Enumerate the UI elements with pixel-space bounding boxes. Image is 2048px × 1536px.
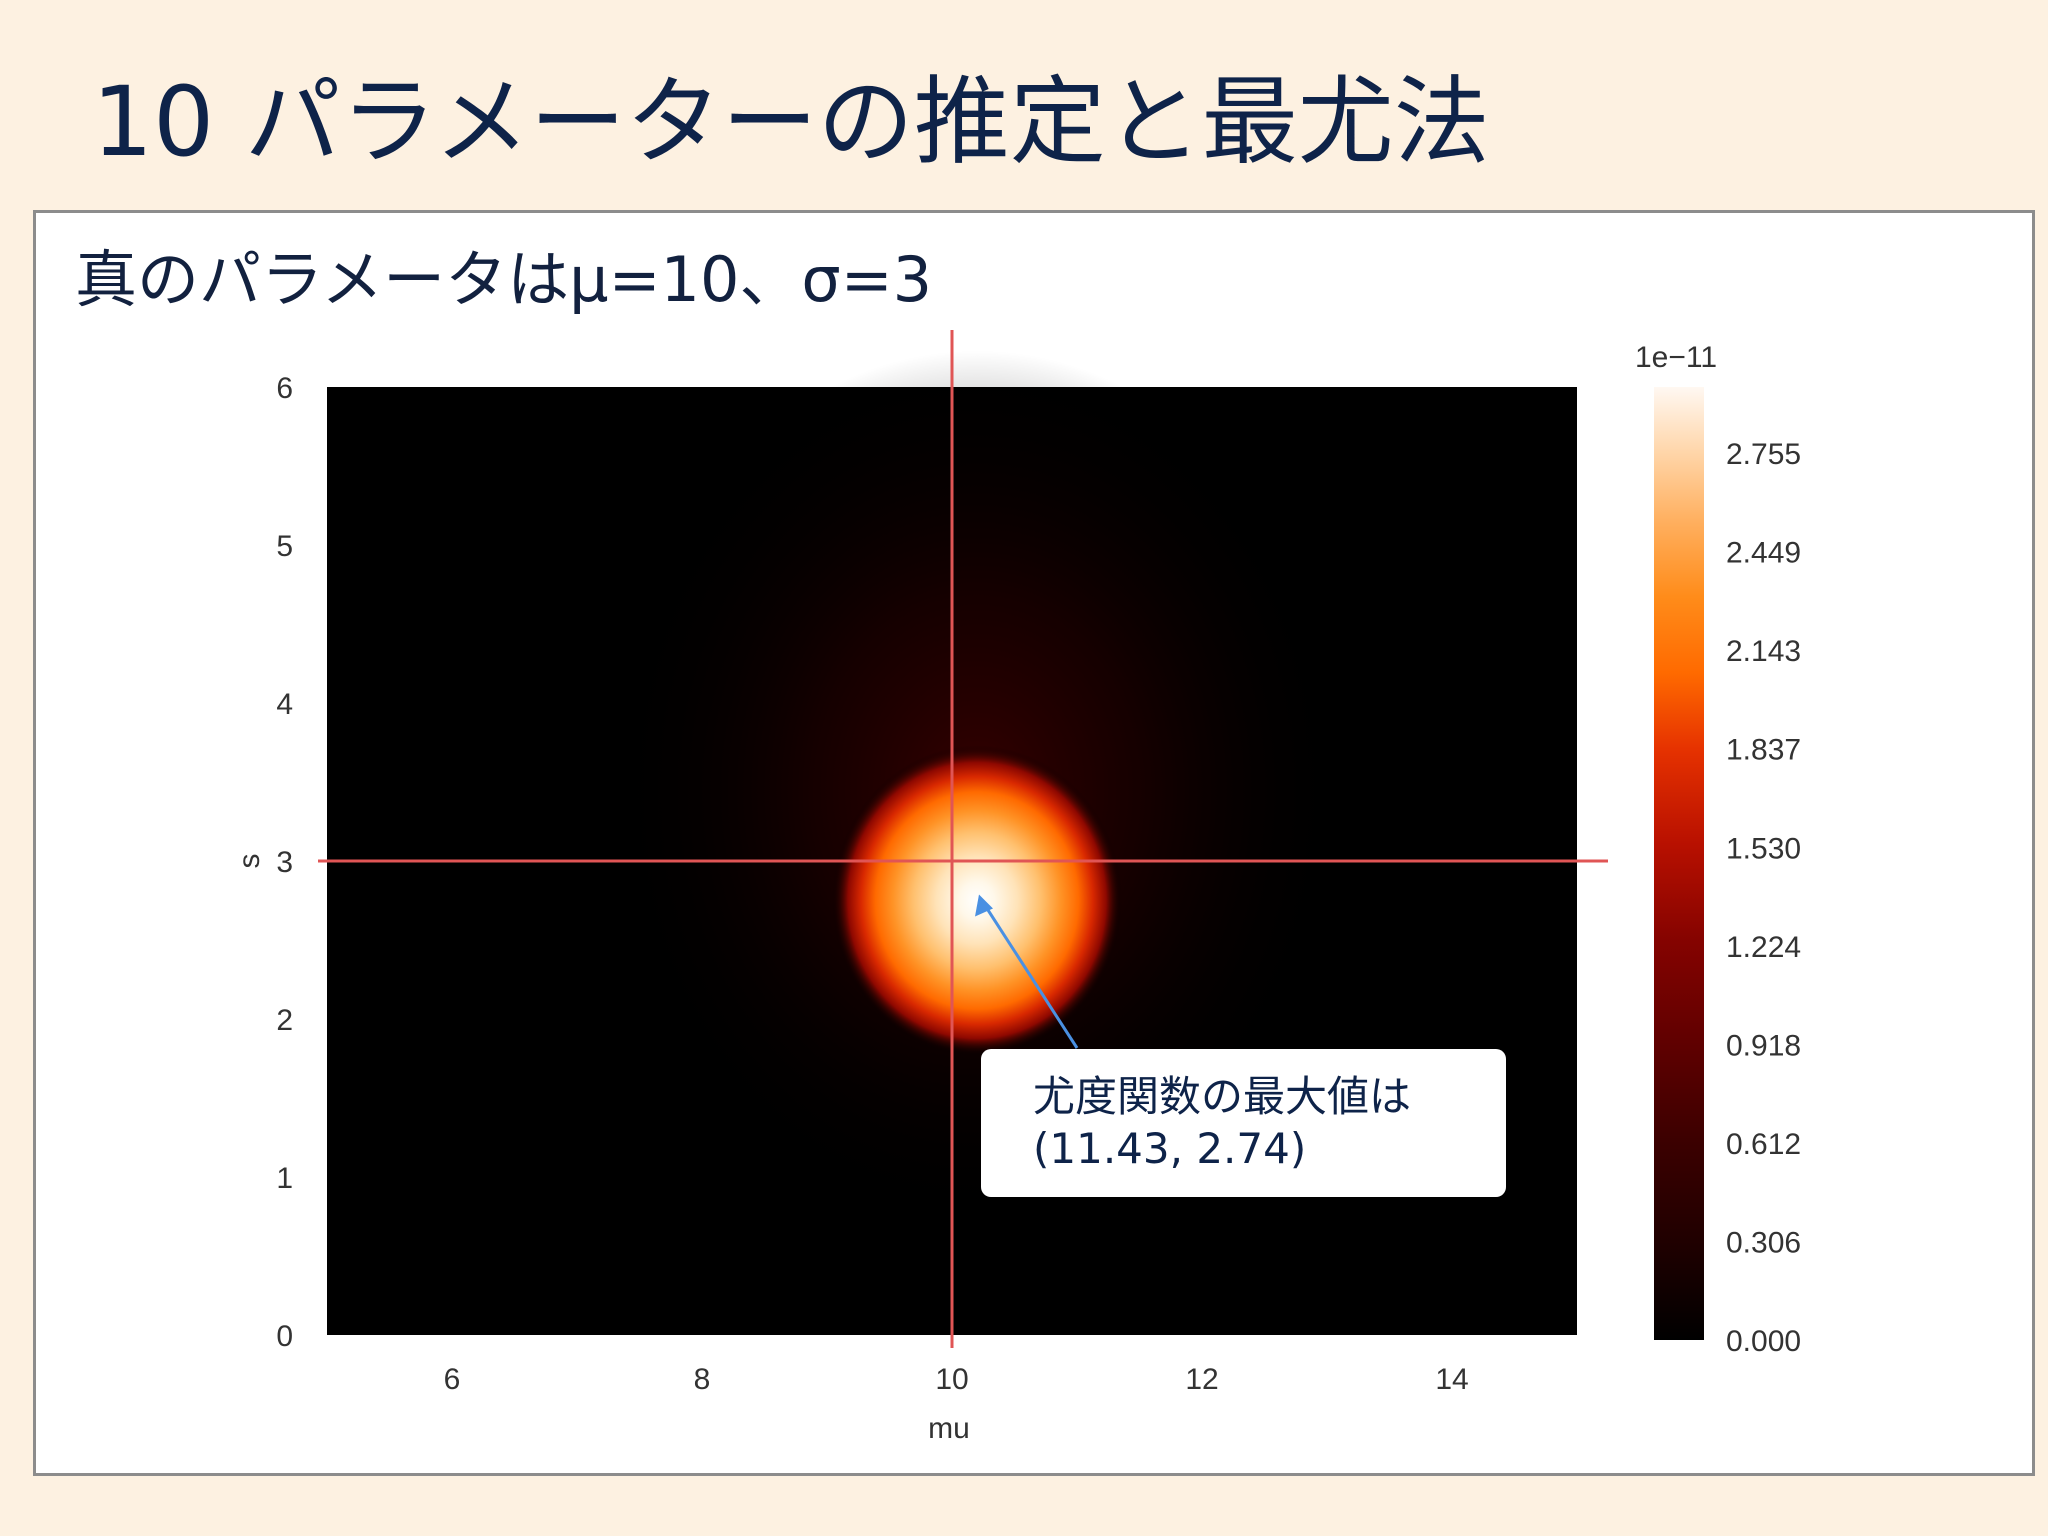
- y-tick-label: 0: [276, 1320, 293, 1353]
- x-tick-label: 8: [694, 1363, 711, 1396]
- slide-title: 10 パラメーターの推定と最尤法: [92, 66, 1490, 178]
- colorbar: 1e−11 0.000 0.306 0.612 0.918 1.224 1.530 1.837…: [1635, 341, 1801, 1358]
- y-tick-label: 5: [276, 530, 293, 563]
- y-tick-label: 4: [276, 688, 293, 721]
- y-tick-label: 2: [276, 1004, 293, 1037]
- x-tick-label: 14: [1435, 1363, 1468, 1396]
- colorbar-tick-label: 1.837: [1726, 734, 1801, 767]
- x-tick-label: 6: [444, 1363, 461, 1396]
- max-likelihood-callout: 尤度関数の最大値は (11.43, 2.74): [981, 1049, 1506, 1197]
- likelihood-peak: [832, 745, 1122, 1056]
- colorbar-tick-label: 2.449: [1726, 537, 1801, 570]
- colorbar-tick-label: 0.918: [1726, 1029, 1801, 1062]
- colorbar-tick-label: 2.755: [1726, 438, 1801, 471]
- y-axis-label: s: [233, 854, 266, 869]
- callout-arrow-head: [975, 894, 993, 917]
- colorbar-tick-label: 0.000: [1726, 1325, 1801, 1358]
- colorbar-tick-label: 0.306: [1726, 1226, 1801, 1259]
- callout-arrow-line: [985, 907, 1079, 1049]
- colorbar-gradient: [1654, 387, 1704, 1340]
- y-tick-label: 3: [276, 846, 293, 879]
- colorbar-multiplier: 1e−11: [1635, 341, 1717, 374]
- colorbar-tick-label: 0.612: [1726, 1128, 1801, 1161]
- colorbar-tick-label: 1.224: [1726, 931, 1801, 964]
- y-tick-label: 1: [276, 1162, 293, 1195]
- crosshair-overlay: [318, 330, 1608, 1348]
- callout-line-2: (11.43, 2.74): [1033, 1124, 1307, 1173]
- x-tick-label: 12: [1185, 1363, 1218, 1396]
- x-tick-label: 10: [935, 1363, 968, 1396]
- callout-line-1: 尤度関数の最大値は: [1033, 1072, 1412, 1121]
- colorbar-tick-label: 1.530: [1726, 832, 1801, 865]
- y-tick-label: 6: [276, 372, 293, 405]
- subtitle: 真のパラメータはμ=10、σ=3: [75, 243, 933, 316]
- colorbar-tick-label: 2.143: [1726, 635, 1801, 668]
- x-axis-label: mu: [928, 1412, 970, 1445]
